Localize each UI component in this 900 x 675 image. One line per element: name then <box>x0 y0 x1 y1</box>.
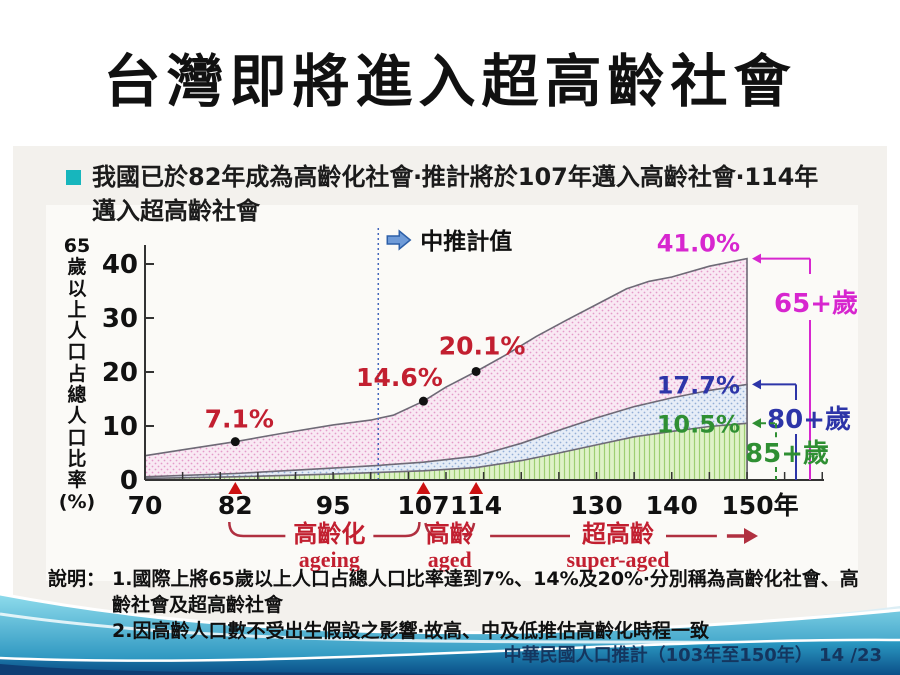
svg-text:14.6%: 14.6% <box>356 363 443 392</box>
point-annotations: 7.1% 14.6% 20.1% <box>205 331 526 447</box>
svg-text:107: 107 <box>397 491 449 520</box>
svg-text:0: 0 <box>120 466 138 496</box>
svg-text:10: 10 <box>102 412 138 442</box>
svg-text:20: 20 <box>102 358 138 388</box>
svg-text:114: 114 <box>450 491 502 520</box>
svg-text:高齡化: 高齡化 <box>293 520 365 548</box>
svg-text:ageing: ageing <box>299 547 360 572</box>
bullet-text-line2: 邁入超高齡社會 <box>92 197 260 225</box>
svg-text:130: 130 <box>570 491 622 520</box>
series-legend: 41.0% 65+歲 17.7% 80+歲 10.5%85+歲 <box>657 230 858 480</box>
svg-text:30: 30 <box>102 304 138 334</box>
svg-text:65+歲: 65+歲 <box>774 289 858 319</box>
svg-text:super-aged: super-aged <box>566 547 669 572</box>
slide-title: 台灣即將進入超高齡社會 <box>103 51 797 114</box>
svg-text:85+歲: 85+歲 <box>745 439 829 469</box>
note-line-1: 1.國際上將65歲以上人口占總人口比率達到7%、14%及20%‧分別稱為高齡化社… <box>112 568 859 616</box>
bullet-square-icon <box>66 170 81 185</box>
notes-block: 說明： 1.國際上將65歲以上人口占總人口比率達到7%、14%及20%‧分別稱為… <box>48 566 860 644</box>
svg-text:高齡: 高齡 <box>426 520 474 548</box>
notes-label: 說明： <box>48 568 106 590</box>
footer-caption: 中華民國人口推計（103年至150年） 14 /23 <box>503 645 882 666</box>
note-line-2: 2.因高齡人口數不受出生假設之影響‧故高、中及低推估高齡化時程一致 <box>112 620 710 642</box>
svg-text:中推計值: 中推計值 <box>420 228 512 255</box>
svg-text:140: 140 <box>646 491 698 520</box>
svg-text:10.5%: 10.5% <box>657 410 740 438</box>
population-projection-chart: 中推計值 0 10 20 30 40 70 82 95 107 114 130 140 150年 7.1% 1… <box>102 228 858 572</box>
svg-text:150年: 150年 <box>721 491 798 520</box>
chart-axes: 0 10 20 30 40 70 82 95 107 114 130 140 150年 <box>102 245 824 520</box>
bullet-text-line1: 我國已於82年成為高齡化社會‧推計將於107年邁入高齡社會‧114年 <box>92 163 819 191</box>
svg-text:82: 82 <box>218 491 253 520</box>
svg-text:40: 40 <box>102 250 138 280</box>
svg-text:aged: aged <box>428 547 472 572</box>
svg-text:70: 70 <box>128 491 163 520</box>
median-projection: 中推計值 <box>377 228 512 480</box>
note-row-1: 說明： 1.國際上將65歲以上人口占總人口比率達到7%、14%及20%‧分別稱為… <box>48 566 860 618</box>
svg-text:超高齡: 超高齡 <box>582 520 654 548</box>
chart-areas <box>144 257 748 480</box>
svg-text:80+歲: 80+歲 <box>767 405 851 435</box>
bottom-wave-decoration <box>0 592 900 675</box>
bullet-row: 我國已於82年成為高齡化社會‧推計將於107年邁入高齡社會‧114年 邁入超高齡… <box>64 160 874 228</box>
svg-text:20.1%: 20.1% <box>439 331 526 360</box>
svg-text:7.1%: 7.1% <box>205 405 274 434</box>
note-row-2: 2.因高齡人口數不受出生假設之影響‧故高、中及低推估高齡化時程一致 <box>48 618 860 644</box>
svg-text:95: 95 <box>316 491 351 520</box>
y-axis-label: 65 歲以上人口占總人口比率 (%) <box>58 235 96 513</box>
svg-text:17.7%: 17.7% <box>657 371 740 399</box>
bullet-text: 我國已於82年成為高齡化社會‧推計將於107年邁入高齡社會‧114年 邁入超高齡… <box>92 160 874 228</box>
svg-text:41.0%: 41.0% <box>657 230 740 258</box>
